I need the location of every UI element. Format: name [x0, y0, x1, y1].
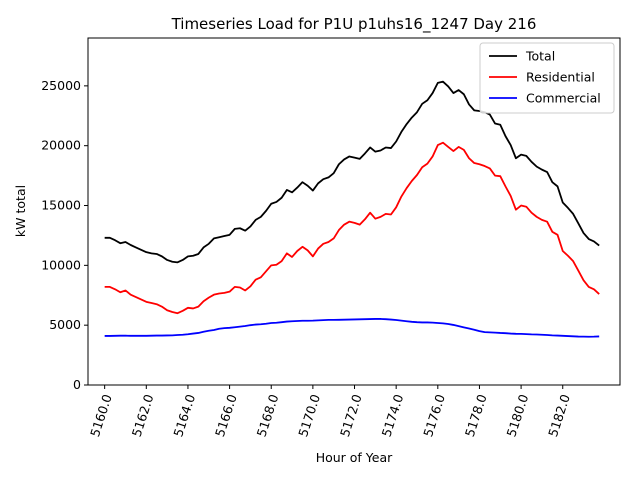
series-line-residential	[104, 141, 600, 315]
series-line-total	[104, 80, 600, 264]
x-tick-label: 5160.0	[87, 392, 115, 438]
x-tick-label: 5176.0	[420, 392, 448, 438]
x-tick-label: 5166.0	[212, 392, 240, 438]
legend: Total Residential Commercial	[479, 42, 615, 114]
x-axis-title: Hour of Year	[316, 450, 393, 465]
y-tick-label: 5000	[49, 317, 81, 332]
y-tick-label: 20000	[41, 138, 81, 153]
legend-label-total: Total	[525, 49, 555, 64]
series-line-commercial	[104, 318, 600, 338]
legend-box	[479, 42, 615, 114]
x-tick-label: 5174.0	[379, 392, 407, 438]
x-tick-label: 5168.0	[254, 392, 282, 438]
axes-frame	[87, 37, 621, 386]
y-tick-label: 10000	[41, 257, 81, 272]
series-layer	[104, 80, 600, 338]
legend-label-residential: Residential	[526, 70, 595, 85]
x-tick-label: 5170.0	[295, 392, 323, 438]
y-axis-title: kW total	[13, 185, 28, 237]
x-tick-label: 5162.0	[129, 392, 157, 438]
chart-title: Timeseries Load for P1U p1uhs16_1247 Day…	[171, 15, 537, 34]
x-tick-label: 5178.0	[462, 392, 490, 438]
legend-label-commercial: Commercial	[526, 91, 601, 106]
y-tick-label: 0	[73, 377, 81, 392]
axes-layer	[87, 37, 621, 386]
x-tick-label: 5172.0	[337, 392, 365, 438]
y-tick-label: 15000	[41, 198, 81, 213]
x-tick-label: 5180.0	[503, 392, 531, 438]
y-tick-label: 25000	[41, 78, 81, 93]
x-tick-label: 5182.0	[545, 392, 573, 438]
x-tick-label: 5164.0	[170, 392, 198, 438]
